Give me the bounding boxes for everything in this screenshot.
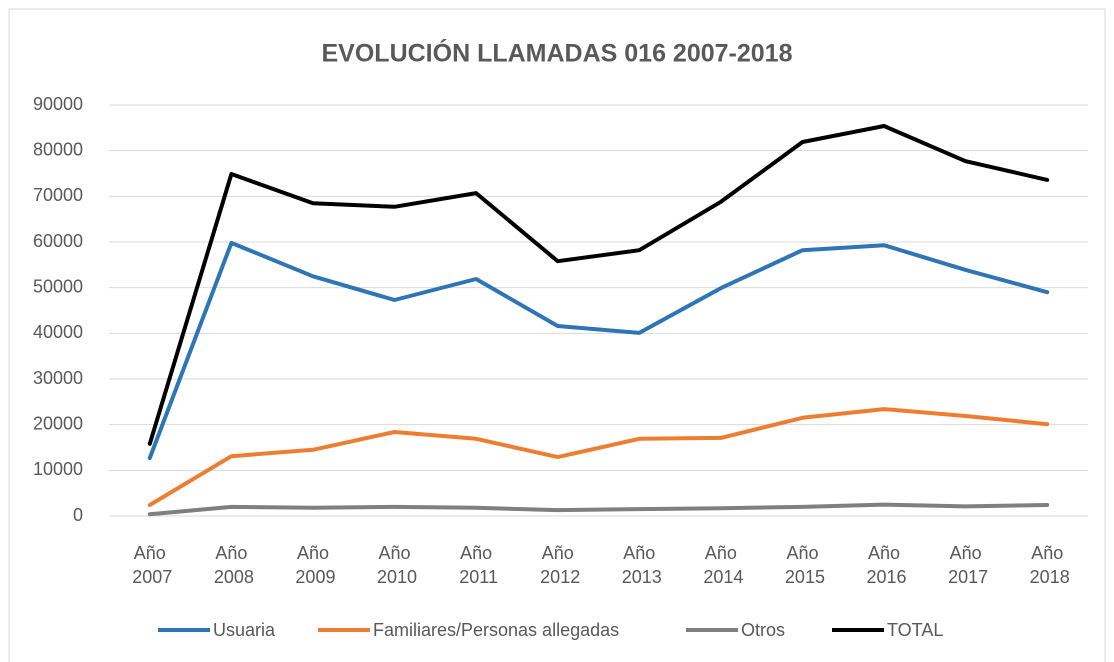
chart-title: EVOLUCIÓN LLAMADAS 016 2007-2018 xyxy=(322,38,793,68)
line-series xyxy=(147,240,1050,460)
y-tick-label: 80000 xyxy=(33,139,83,159)
legend-label: TOTAL xyxy=(887,620,943,640)
x-tick-label: Año 2014 xyxy=(698,543,743,587)
x-tick-label: Año 2018 xyxy=(1025,543,1070,587)
x-tick-label: Año 2008 xyxy=(209,543,254,587)
legend-label: Otros xyxy=(741,620,785,640)
y-tick-label: 50000 xyxy=(33,276,83,296)
line-series xyxy=(147,124,1050,446)
x-tick-label: Año 2007 xyxy=(127,543,172,587)
legend-label: Usuaria xyxy=(213,620,276,640)
chart-border xyxy=(8,8,1106,662)
y-tick-label: 70000 xyxy=(33,185,83,205)
y-tick-label: 0 xyxy=(73,505,83,525)
x-tick-label: Año 2013 xyxy=(617,543,662,587)
x-tick-label: Año 2009 xyxy=(290,543,335,587)
y-tick-label: 40000 xyxy=(33,322,83,342)
x-tick-label: Año 2015 xyxy=(780,543,825,587)
y-tick-label: 20000 xyxy=(33,413,83,433)
y-tick-label: 10000 xyxy=(33,459,83,479)
x-tick-label: Año 2012 xyxy=(535,543,580,587)
line-series xyxy=(147,407,1050,507)
y-tick-label: 90000 xyxy=(33,94,83,114)
x-tick-label: Año 2010 xyxy=(372,543,417,587)
legend-label: Familiares/Personas allegadas xyxy=(373,620,619,640)
x-tick-label: Año 2017 xyxy=(943,543,988,587)
y-tick-label: 60000 xyxy=(33,231,83,251)
y-tick-label: 30000 xyxy=(33,368,83,388)
x-tick-label: Año 2016 xyxy=(862,543,907,587)
x-tick-label: Año 2011 xyxy=(454,543,498,587)
line-series xyxy=(147,502,1050,517)
